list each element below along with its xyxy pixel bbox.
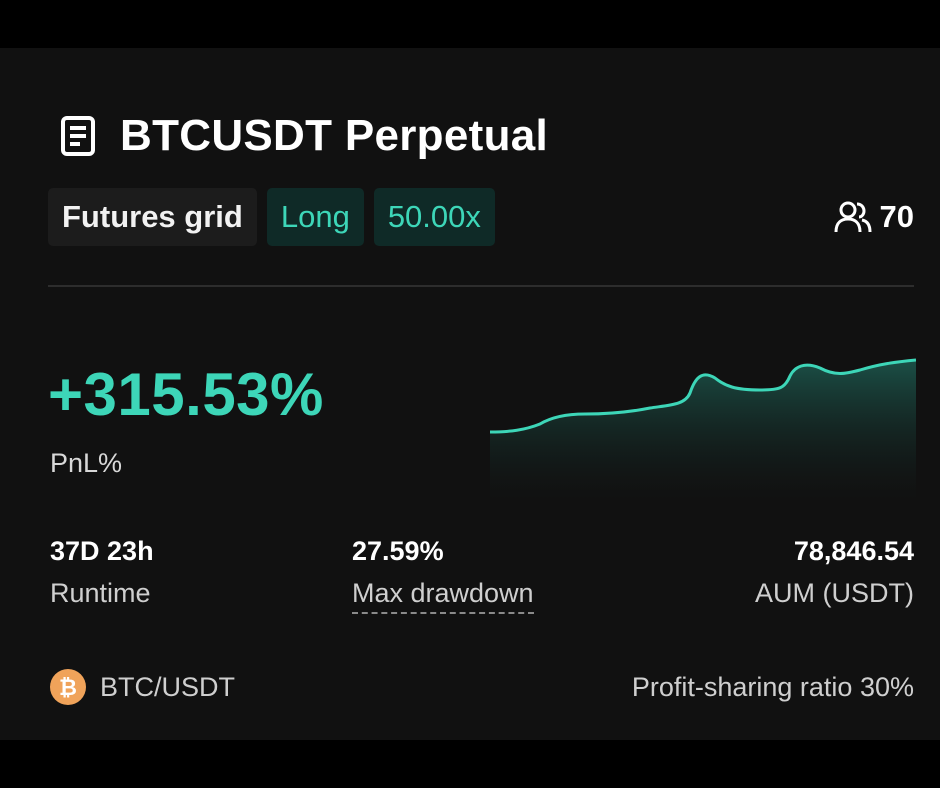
sparkline-line <box>490 358 916 434</box>
bot-title: BTCUSDT Perpetual <box>120 111 549 160</box>
max-drawdown-label[interactable]: Max drawdown <box>352 578 534 614</box>
pnl-label: PnL% <box>50 448 123 478</box>
divider <box>48 285 914 287</box>
pnl-value: +315.53% <box>48 361 324 428</box>
card-header: BTCUSDT Perpetual <box>56 111 549 160</box>
aum-label: AUM (USDT) <box>755 578 914 608</box>
runtime-label: Runtime <box>50 578 151 608</box>
runtime-value: 37D 23h <box>50 536 154 566</box>
bot-card[interactable]: BTCUSDT Perpetual Futures grid Long 50.0… <box>0 48 940 740</box>
users-icon <box>834 201 872 233</box>
max-drawdown-value: 27.59% <box>352 536 444 566</box>
strategy-type-tag: Futures grid <box>48 188 257 246</box>
followers-number: 70 <box>879 199 914 234</box>
svg-text:₿: ₿ <box>59 676 77 701</box>
tag-row: Futures grid Long 50.00x <box>48 188 495 246</box>
pair-label: BTC/USDT <box>100 671 235 702</box>
bitcoin-icon: ₿ <box>50 669 86 705</box>
pnl-sparkline <box>490 358 916 500</box>
profit-sharing-ratio: Profit-sharing ratio 30% <box>631 672 914 702</box>
followers-count: 70 <box>834 198 914 236</box>
aum-value: 78,846.54 <box>793 536 914 566</box>
sparkline-area <box>490 360 916 500</box>
document-icon <box>61 116 95 156</box>
trading-pair: ₿ BTC/USDT <box>50 668 235 706</box>
direction-tag: Long <box>266 188 364 246</box>
leverage-tag: 50.00x <box>373 188 495 246</box>
